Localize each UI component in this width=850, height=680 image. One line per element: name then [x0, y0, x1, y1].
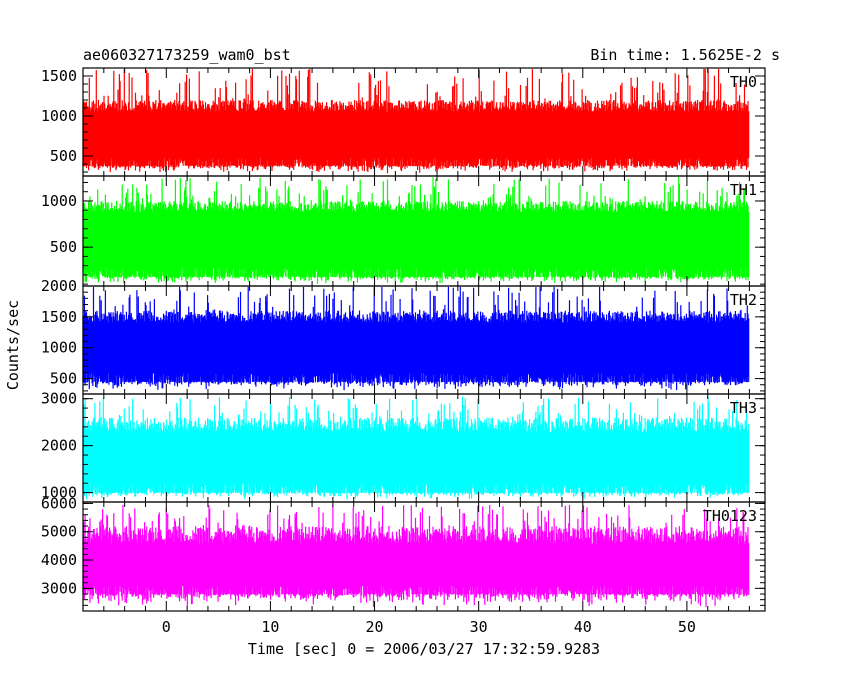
y-tick-label: 5000	[41, 523, 77, 541]
series-th1	[82, 177, 750, 284]
y-tick-label: 1000	[41, 107, 77, 125]
y-tick-label: 3000	[41, 579, 77, 597]
x-axis-label: Time [sec] 0 = 2006/03/27 17:32:59.9283	[248, 640, 600, 658]
series-th0123	[82, 504, 750, 608]
y-tick-label: 500	[50, 238, 77, 256]
y-tick-label: 500	[50, 147, 77, 165]
x-tick-label: 30	[470, 618, 488, 636]
panel-th2: 500 1000 1500 2000 TH2	[41, 277, 766, 395]
y-tick-label: 2000	[41, 437, 77, 455]
y-tick-label: 1500	[41, 67, 77, 85]
series-label: TH2	[730, 291, 757, 309]
y-tick-label: 3000	[41, 390, 77, 408]
x-axis: 0 10 20 30 40 50	[162, 618, 696, 636]
panel-th0123: 3000 4000 5000 6000 TH0123	[41, 494, 766, 612]
series-label: TH0123	[703, 507, 757, 525]
x-tick-label: 40	[574, 618, 592, 636]
chart-title: ae060327173259_wam0_bst	[83, 46, 291, 64]
y-tick-label: 1000	[41, 339, 77, 357]
panel-th0: 500 1000 1500 TH0	[41, 67, 766, 177]
series-th3	[82, 396, 750, 500]
panels-group: 500 1000 1500 TH0 500 1000 TH1 500 1000 1500 2000 T…	[41, 67, 766, 612]
x-tick-label: 20	[366, 618, 384, 636]
y-tick-label: 2000	[41, 277, 77, 295]
x-tick-label: 0	[162, 618, 171, 636]
series-th0	[82, 69, 750, 174]
series-label: TH0	[730, 73, 757, 91]
series-label: TH3	[730, 399, 757, 417]
y-tick-label: 1000	[41, 484, 77, 502]
x-tick-label: 10	[261, 618, 279, 636]
y-tick-label: 6000	[41, 494, 77, 512]
panel-frame	[82, 501, 766, 612]
y-axis-label: Counts/sec	[4, 300, 22, 390]
x-tick-label: 50	[678, 618, 696, 636]
panel-th3: 1000 2000 3000 TH3	[41, 390, 766, 503]
y-tick-label: 4000	[41, 551, 77, 569]
y-tick-label: 1500	[41, 308, 77, 326]
y-tick-label: 500	[50, 370, 77, 388]
panel-th1: 500 1000 TH1	[41, 175, 766, 287]
series-th2	[82, 287, 750, 391]
y-tick-label: 1000	[41, 192, 77, 210]
bin-time-label: Bin time: 1.5625E-2 s	[590, 46, 780, 64]
series-label: TH1	[730, 181, 757, 199]
